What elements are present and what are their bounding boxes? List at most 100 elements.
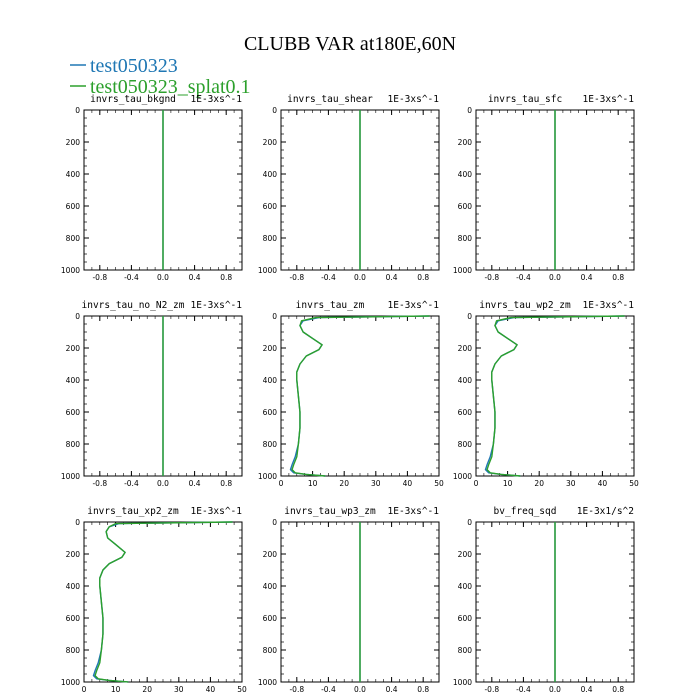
y-tick-label: 1000 bbox=[61, 266, 80, 275]
y-tick-label: 600 bbox=[458, 614, 473, 623]
panel-title: invrs_tau_wp3_zm bbox=[284, 506, 376, 517]
x-tick-label: 0.8 bbox=[612, 273, 624, 282]
x-tick-label: 0.8 bbox=[417, 273, 429, 282]
series-line-1 bbox=[92, 521, 233, 683]
panel-units: 1E-3xs^-1 bbox=[388, 506, 440, 517]
series-line-2 bbox=[486, 315, 625, 477]
x-tick-label: -0.8 bbox=[289, 273, 304, 282]
x-tick-label: 0.0 bbox=[354, 685, 366, 694]
x-tick-label: 0.4 bbox=[189, 479, 201, 488]
chart-panel: invrs_tau_bkgnd 1E-3xs^-1 0 200 400 600 800 100… bbox=[61, 94, 243, 282]
x-tick-label: 50 bbox=[434, 479, 444, 488]
y-tick-label: 0 bbox=[272, 312, 277, 321]
y-tick-label: 200 bbox=[263, 550, 278, 559]
y-tick-label: 400 bbox=[263, 582, 278, 591]
y-tick-label: 200 bbox=[458, 138, 473, 147]
x-tick-label: 20 bbox=[142, 685, 152, 694]
x-tick-label: -0.4 bbox=[516, 273, 531, 282]
y-tick-label: 600 bbox=[66, 202, 81, 211]
y-tick-label: 600 bbox=[458, 408, 473, 417]
panel-units: 1E-3xs^-1 bbox=[191, 300, 243, 311]
panel-title: invrs_tau_no_N2_zm bbox=[82, 300, 185, 311]
y-tick-label: 0 bbox=[75, 518, 80, 527]
x-tick-label: 0.4 bbox=[386, 273, 398, 282]
panel-title: invrs_tau_sfc bbox=[488, 94, 562, 105]
x-tick-label: 10 bbox=[308, 479, 318, 488]
y-tick-label: 200 bbox=[66, 138, 81, 147]
x-tick-label: 0.0 bbox=[549, 685, 561, 694]
x-tick-label: 0 bbox=[82, 685, 87, 694]
y-tick-label: 800 bbox=[66, 646, 81, 655]
chart-panel: invrs_tau_no_N2_zm 1E-3xs^-1 0 200 400 600 800… bbox=[61, 300, 243, 488]
chart-panel: invrs_tau_wp3_zm 1E-3xs^-1 0 200 400 600 800 10… bbox=[258, 506, 440, 694]
x-tick-label: 40 bbox=[206, 685, 216, 694]
y-tick-label: 400 bbox=[458, 170, 473, 179]
y-tick-label: 800 bbox=[458, 646, 473, 655]
y-tick-label: 1000 bbox=[258, 472, 277, 481]
y-tick-label: 400 bbox=[66, 170, 81, 179]
panel-units: 1E-3xs^-1 bbox=[583, 94, 635, 105]
y-tick-label: 1000 bbox=[61, 472, 80, 481]
y-tick-label: 600 bbox=[263, 202, 278, 211]
y-tick-label: 0 bbox=[272, 106, 277, 115]
x-tick-label: 0.4 bbox=[189, 273, 201, 282]
y-tick-label: 600 bbox=[263, 408, 278, 417]
panel-title: invrs_tau_zm bbox=[296, 300, 365, 311]
legend-label: test050323 bbox=[90, 55, 178, 77]
x-tick-label: 0 bbox=[474, 479, 479, 488]
x-tick-label: 20 bbox=[534, 479, 544, 488]
x-tick-label: 0.8 bbox=[417, 685, 429, 694]
y-tick-label: 800 bbox=[263, 646, 278, 655]
y-tick-label: 0 bbox=[467, 518, 472, 527]
x-tick-label: 0.0 bbox=[354, 273, 366, 282]
series-line-2 bbox=[291, 315, 430, 477]
y-tick-label: 1000 bbox=[453, 472, 472, 481]
panel-units: 1E-3xs^-1 bbox=[583, 300, 635, 311]
y-tick-label: 200 bbox=[66, 550, 81, 559]
y-tick-label: 200 bbox=[66, 344, 81, 353]
y-tick-label: 800 bbox=[66, 234, 81, 243]
y-tick-label: 800 bbox=[66, 440, 81, 449]
x-tick-label: 30 bbox=[371, 479, 381, 488]
x-tick-label: 50 bbox=[629, 479, 639, 488]
x-tick-label: 10 bbox=[111, 685, 121, 694]
y-tick-label: 1000 bbox=[453, 678, 472, 687]
panel-units: 1E-3xs^-1 bbox=[388, 94, 440, 105]
y-tick-label: 0 bbox=[272, 518, 277, 527]
plot-frame bbox=[83, 521, 243, 683]
panel-title: bv_freq_sqd bbox=[494, 506, 557, 517]
y-tick-label: 600 bbox=[66, 614, 81, 623]
chart-panel: invrs_tau_shear 1E-3xs^-1 0 200 400 600 800 100… bbox=[258, 94, 440, 282]
x-tick-label: 10 bbox=[503, 479, 513, 488]
chart-panel: invrs_tau_wp2_zm 1E-3xs^-1020040060080010… bbox=[453, 300, 639, 488]
x-tick-label: -0.8 bbox=[92, 479, 107, 488]
x-tick-label: 0.0 bbox=[549, 273, 561, 282]
plot-frame bbox=[280, 315, 440, 477]
panel-units: 1E-3xs^-1 bbox=[191, 506, 243, 517]
y-tick-label: 0 bbox=[467, 312, 472, 321]
x-tick-label: 50 bbox=[237, 685, 247, 694]
x-tick-label: 30 bbox=[174, 685, 184, 694]
x-tick-label: 0.4 bbox=[581, 273, 593, 282]
series-line-1 bbox=[289, 315, 430, 477]
x-tick-label: -0.4 bbox=[321, 685, 336, 694]
x-tick-label: -0.8 bbox=[484, 273, 499, 282]
y-tick-label: 400 bbox=[263, 376, 278, 385]
x-tick-label: 40 bbox=[598, 479, 608, 488]
panel-units: 1E-3xs^-1 bbox=[191, 94, 243, 105]
x-tick-label: 0 bbox=[279, 479, 284, 488]
figure-title: CLUBB VAR at180E,60N bbox=[244, 33, 456, 55]
x-tick-label: 40 bbox=[403, 479, 413, 488]
x-tick-label: 0.8 bbox=[220, 273, 232, 282]
x-tick-label: -0.4 bbox=[321, 273, 336, 282]
x-tick-label: 0.8 bbox=[220, 479, 232, 488]
y-tick-label: 400 bbox=[66, 376, 81, 385]
panel-title: invrs_tau_wp2_zm bbox=[479, 300, 571, 311]
series-line-2 bbox=[94, 521, 233, 683]
x-tick-label: -0.8 bbox=[484, 685, 499, 694]
x-tick-label: 0.8 bbox=[612, 685, 624, 694]
chart-panel: bv_freq_sqd 1E-3x1/s^2 0 200 400 600 800 1000 -0… bbox=[453, 506, 635, 694]
y-tick-label: 800 bbox=[458, 440, 473, 449]
